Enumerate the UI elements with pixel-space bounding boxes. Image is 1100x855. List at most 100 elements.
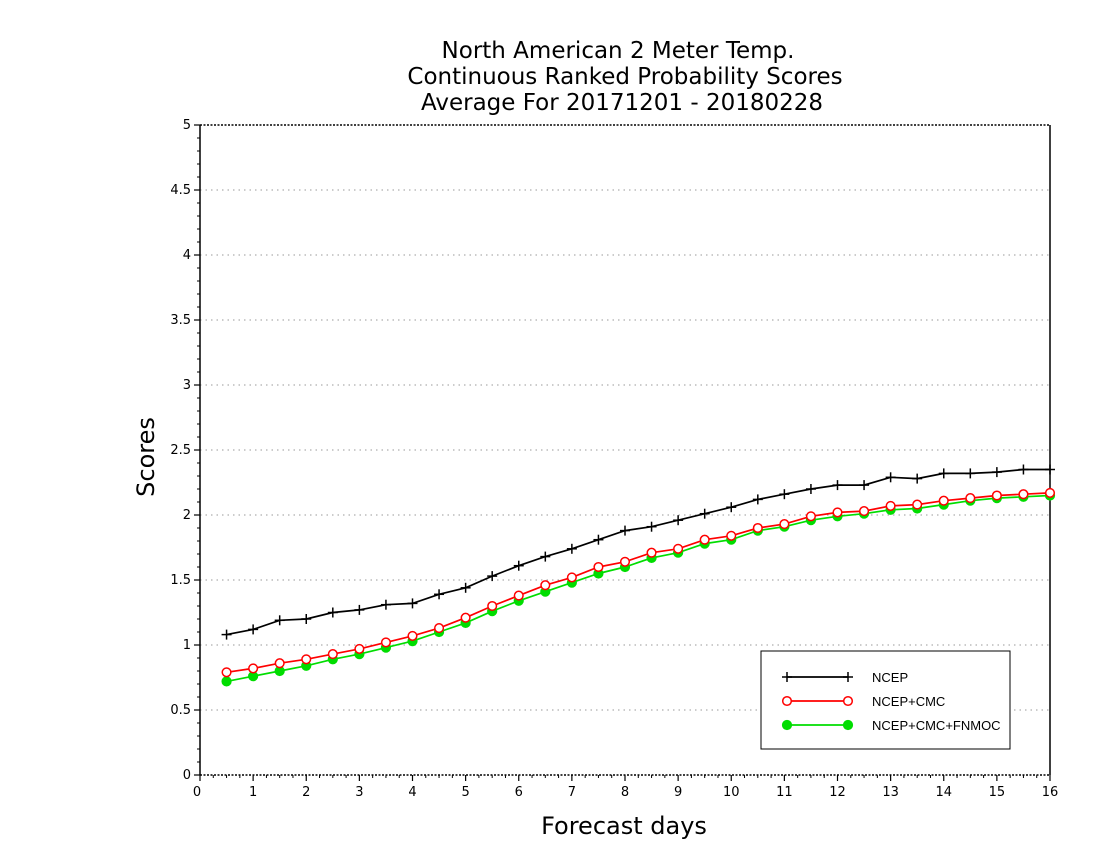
x-tick-label-10: 10 <box>723 785 740 800</box>
y-tick-label-8: 4 <box>183 248 191 263</box>
series-layer <box>221 464 1056 687</box>
point-1-24 <box>859 506 870 517</box>
point-1-8 <box>434 623 445 634</box>
legend-marker-start-2 <box>781 719 793 731</box>
axis-layer: 00.511.522.533.544.550 1 2 3 4 5 6 7 8 9 10 11 12 13 1… <box>170 118 1058 800</box>
title-line-3: Average For 20171201 - 20180228 <box>421 90 823 116</box>
y-tick-label-9: 4.5 <box>170 183 191 198</box>
legend-label-0: NCEP <box>872 670 908 685</box>
legend-marker-start-0 <box>782 672 792 682</box>
point-1-0 <box>221 667 232 678</box>
legend-marker-end-1 <box>842 695 854 707</box>
point-1-4 <box>327 649 338 660</box>
point-0-2 <box>274 615 285 626</box>
point-0-23 <box>832 480 843 491</box>
point-0-18 <box>699 508 710 519</box>
point-0-17 <box>673 515 684 526</box>
x-tick-label-4: 4 <box>408 785 416 800</box>
point-0-6 <box>380 599 391 610</box>
point-1-1 <box>248 663 259 674</box>
point-1-26 <box>912 499 923 510</box>
x-tick-label-14: 14 <box>935 785 952 800</box>
legend-label-2: NCEP+CMC+FNMOC <box>872 718 1001 733</box>
point-0-5 <box>354 604 365 615</box>
x-tick-label-9: 9 <box>674 785 682 800</box>
point-1-21 <box>779 519 790 530</box>
point-0-9 <box>460 582 471 593</box>
point-1-5 <box>354 643 365 654</box>
point-1-6 <box>380 637 391 648</box>
series-0 <box>221 464 1055 640</box>
point-1-22 <box>805 511 816 522</box>
point-0-11 <box>513 560 524 571</box>
point-0-12 <box>540 551 551 562</box>
y-tick-label-10: 5 <box>183 118 191 133</box>
legend-box <box>760 650 1011 750</box>
point-0-26 <box>912 473 923 484</box>
series-1 <box>221 487 1056 678</box>
point-1-16 <box>646 547 657 558</box>
y-tick-label-6: 3 <box>183 378 191 393</box>
point-0-8 <box>434 589 445 600</box>
point-1-23 <box>832 507 843 518</box>
point-0-0 <box>221 629 232 640</box>
y-axis-label: Scores <box>132 417 160 497</box>
y-tick-label-4: 2 <box>183 508 191 523</box>
point-1-25 <box>885 500 896 511</box>
x-axis-label: Forecast days <box>541 812 707 840</box>
point-0-31 <box>1045 464 1055 475</box>
y-tick-label-7: 3.5 <box>170 313 191 328</box>
x-tick-label-6: 6 <box>515 785 523 800</box>
point-1-2 <box>274 658 285 669</box>
legend: NCEP NCEP+CMC NCEP+CMC+FNMOC <box>760 650 1011 750</box>
point-0-29 <box>991 467 1002 478</box>
title-line-1: North American 2 Meter Temp. <box>442 38 795 64</box>
legend-marker-end-2 <box>842 719 854 731</box>
point-1-9 <box>460 612 471 623</box>
point-1-28 <box>965 493 976 504</box>
point-1-14 <box>593 561 604 573</box>
x-tick-label-12: 12 <box>829 785 846 800</box>
x-tick-label-1: 1 <box>249 785 257 800</box>
point-1-13 <box>566 572 577 583</box>
point-0-15 <box>620 525 630 536</box>
point-0-30 <box>1018 464 1029 475</box>
point-0-25 <box>885 472 896 483</box>
point-1-18 <box>699 534 710 545</box>
x-tick-label-13: 13 <box>882 785 899 800</box>
point-0-10 <box>487 571 498 582</box>
point-1-31 <box>1044 487 1056 498</box>
x-tick-label-8: 8 <box>621 785 629 800</box>
grid-layer <box>200 189 1050 711</box>
point-1-17 <box>673 543 684 554</box>
point-1-7 <box>407 630 418 641</box>
point-0-27 <box>938 468 949 479</box>
title-line-2: Continuous Ranked Probability Scores <box>407 64 842 90</box>
y-tick-label-2: 1 <box>183 638 191 653</box>
point-1-20 <box>752 522 763 534</box>
legend-marker-end-0 <box>843 672 853 682</box>
point-0-7 <box>407 598 418 609</box>
point-0-28 <box>965 468 976 479</box>
point-1-30 <box>1018 489 1029 500</box>
point-0-13 <box>566 543 577 554</box>
point-1-19 <box>726 530 737 541</box>
point-1-29 <box>991 490 1002 501</box>
legend-marker-start-1 <box>781 695 793 707</box>
point-1-11 <box>513 590 524 601</box>
y-tick-label-1: 0.5 <box>170 703 191 718</box>
point-0-21 <box>779 489 790 500</box>
point-0-19 <box>726 502 737 513</box>
point-0-14 <box>593 534 604 545</box>
x-tick-label-3: 3 <box>355 785 363 800</box>
legend-label-1: NCEP+CMC <box>872 694 945 709</box>
y-tick-label-5: 2.5 <box>170 443 191 458</box>
point-1-3 <box>301 654 312 665</box>
point-1-15 <box>619 556 631 567</box>
x-tick-label-7: 7 <box>568 785 576 800</box>
point-2-0 <box>221 676 232 687</box>
point-0-3 <box>301 614 312 624</box>
point-0-22 <box>805 484 816 494</box>
